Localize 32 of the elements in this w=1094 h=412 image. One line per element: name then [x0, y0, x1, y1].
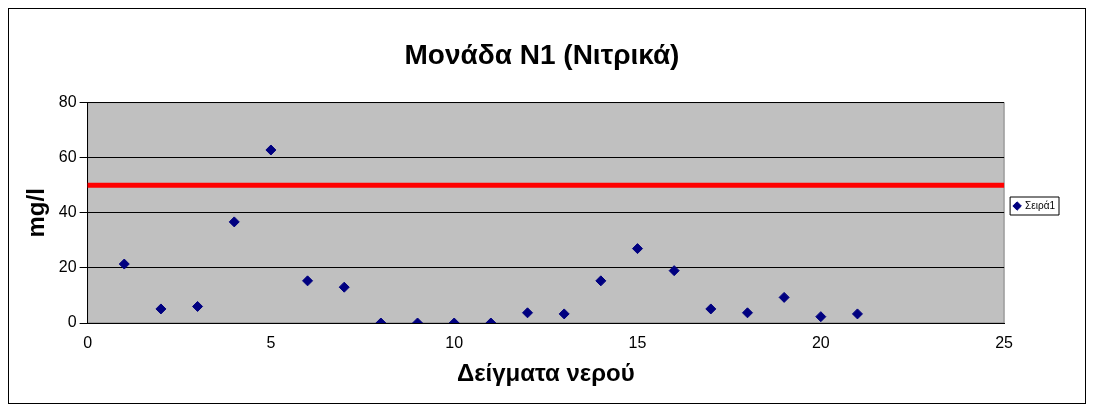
y-tick-label: 20	[58, 258, 77, 276]
point	[522, 307, 534, 319]
y-axis-title: mg/l	[22, 188, 50, 238]
point	[338, 281, 350, 293]
x-tick-label: 20	[811, 334, 830, 352]
y-tick-label: 40	[58, 203, 77, 221]
point	[228, 216, 240, 228]
point	[155, 303, 167, 315]
point	[265, 144, 277, 156]
chart-title: Μονάδα Ν1 (Νιτρικά)	[404, 38, 680, 70]
point	[558, 308, 570, 320]
x-tick-label: 10	[445, 334, 464, 352]
point	[632, 243, 643, 255]
point	[668, 265, 680, 277]
x-tick-label: 15	[628, 334, 647, 352]
y-tick-label: 0	[67, 313, 77, 331]
point	[815, 311, 827, 323]
point	[778, 291, 790, 303]
point	[741, 307, 753, 319]
point	[118, 258, 130, 270]
point	[595, 275, 607, 287]
point	[705, 303, 717, 315]
x-axis-title: Δείγματα νερού	[456, 359, 635, 387]
x-tick-label: 25	[995, 334, 1014, 352]
y-tick-label: 60	[58, 148, 77, 166]
x-tick-label: 5	[266, 334, 276, 352]
point	[851, 308, 863, 320]
point	[302, 275, 314, 287]
y-tick-label: 80	[58, 93, 77, 111]
legend-label: Σειρά1	[1025, 199, 1056, 211]
x-tick-label: 0	[83, 334, 93, 352]
point	[192, 300, 204, 312]
